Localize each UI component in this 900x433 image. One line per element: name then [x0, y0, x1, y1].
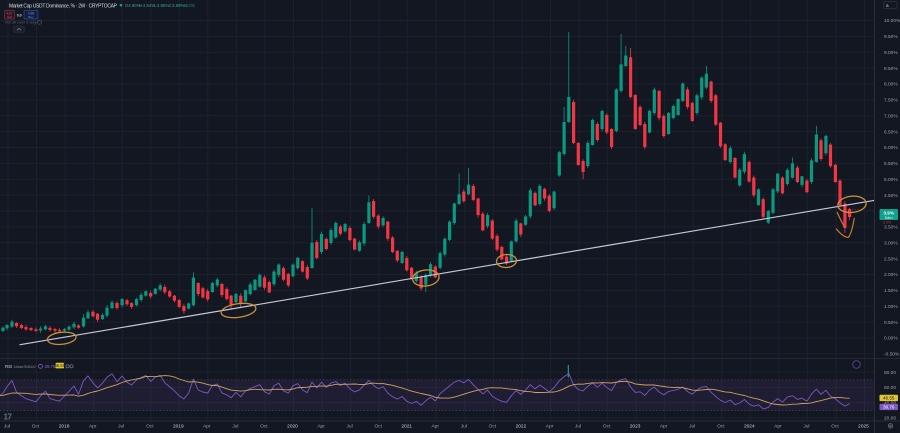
svg-text:7.50%: 7.50% — [884, 98, 898, 104]
svg-text:2024: 2024 — [744, 423, 755, 429]
svg-text:RSI: RSI — [5, 364, 12, 369]
svg-text:7.00%: 7.00% — [884, 114, 898, 120]
svg-text:Buy: Buy — [28, 15, 34, 19]
svg-text:2022: 2022 — [516, 423, 527, 429]
svg-text:54m: 54m — [885, 215, 893, 220]
svg-text:O: O — [125, 3, 129, 8]
svg-text:0.50%: 0.50% — [884, 320, 898, 326]
svg-text:9.00%: 9.00% — [884, 50, 898, 56]
svg-text:Oct: Oct — [32, 423, 40, 429]
svg-text:H: H — [139, 3, 142, 8]
svg-text:Apr: Apr — [431, 423, 439, 429]
svg-text:L: L — [154, 3, 157, 8]
svg-text:3.89%: 3.89% — [172, 3, 185, 8]
svg-text:2023: 2023 — [630, 423, 641, 429]
svg-text:3.00%: 3.00% — [884, 240, 898, 246]
svg-text:3.9%: 3.9% — [883, 220, 892, 224]
svg-text:2019: 2019 — [173, 423, 184, 429]
svg-text:Vol 30 over 0 avg: Vol 30 over 0 avg — [5, 20, 36, 25]
svg-text:Jul: Jul — [803, 423, 809, 429]
svg-text:2020: 2020 — [287, 423, 298, 429]
svg-text:0.00%: 0.00% — [884, 336, 898, 342]
svg-text:6.00%: 6.00% — [884, 145, 898, 151]
svg-text:39.76: 39.76 — [45, 364, 57, 369]
svg-text:2021: 2021 — [401, 423, 412, 429]
svg-text:Jul: Jul — [689, 423, 695, 429]
svg-text:20.00: 20.00 — [884, 416, 896, 422]
svg-text:Apr: Apr — [546, 423, 554, 429]
svg-text:5.00%: 5.00% — [884, 177, 898, 183]
svg-text:8.00%: 8.00% — [884, 82, 898, 88]
svg-text:2.50%: 2.50% — [884, 256, 898, 262]
svg-text:2025: 2025 — [858, 423, 869, 429]
svg-text:3.9%: 3.9% — [883, 210, 893, 215]
svg-text:80.00: 80.00 — [884, 370, 896, 376]
svg-text:46.55: 46.55 — [54, 363, 65, 368]
svg-text:60.00: 60.00 — [884, 385, 896, 391]
svg-text:3.50%: 3.50% — [884, 225, 898, 231]
svg-text:Oct: Oct — [146, 423, 154, 429]
svg-text:4.90%: 4.90% — [128, 3, 141, 8]
svg-text:Sell: Sell — [7, 15, 12, 19]
svg-text:1.50%: 1.50% — [884, 288, 898, 294]
svg-text:Jul: Jul — [575, 423, 581, 429]
svg-text:0.0: 0.0 — [17, 14, 22, 18]
svg-text:Jul: Jul — [347, 423, 353, 429]
svg-text:Jul: Jul — [461, 423, 467, 429]
svg-text:4.50%: 4.50% — [884, 193, 898, 199]
svg-text:Jul: Jul — [118, 423, 124, 429]
svg-text:Apr: Apr — [774, 423, 782, 429]
svg-text:6.50%: 6.50% — [884, 129, 898, 135]
svg-text:a: a — [886, 3, 889, 8]
svg-text:4.94%: 4.94% — [143, 3, 156, 8]
svg-text:2.00%: 2.00% — [884, 272, 898, 278]
svg-text:2018: 2018 — [59, 423, 70, 429]
svg-text:Oct: Oct — [717, 423, 725, 429]
svg-text:Market Cap USDT Dominance, % ·: Market Cap USDT Dominance, % · 2W · CRYP… — [9, 3, 118, 9]
svg-text:Oct: Oct — [374, 423, 382, 429]
svg-text:5.50%: 5.50% — [884, 161, 898, 167]
svg-text:Oct: Oct — [831, 423, 839, 429]
svg-text:46.55: 46.55 — [883, 396, 895, 401]
svg-text:Jul: Jul — [4, 423, 10, 429]
svg-text:Oct: Oct — [489, 423, 497, 429]
svg-text:10.00%: 10.00% — [884, 18, 900, 24]
svg-text:Apr: Apr — [317, 423, 325, 429]
svg-text:Jul: Jul — [232, 423, 238, 429]
svg-text:8.50%: 8.50% — [884, 66, 898, 72]
svg-text:Apr: Apr — [660, 423, 668, 429]
svg-text:4.88: 4.88 — [28, 11, 35, 15]
svg-text:14 close SMA 14 2: 14 close SMA 14 2 — [14, 364, 37, 369]
svg-text:1.00%: 1.00% — [884, 304, 898, 310]
svg-text:17: 17 — [4, 413, 13, 422]
svg-text:4.87: 4.87 — [6, 11, 13, 15]
svg-text:-0.50%: -0.50% — [884, 352, 900, 358]
svg-text:40.00: 40.00 — [884, 400, 896, 406]
svg-text:Apr: Apr — [203, 423, 211, 429]
svg-text:−0.83 (−17.5%): −0.83 (−17.5%) — [183, 3, 195, 8]
svg-text:3.80%: 3.80% — [157, 3, 170, 8]
svg-text:C: C — [169, 3, 172, 8]
svg-text:Oct: Oct — [603, 423, 611, 429]
svg-text:Oct: Oct — [260, 423, 268, 429]
svg-text:Apr: Apr — [89, 423, 97, 429]
svg-text:39.76: 39.76 — [883, 405, 895, 410]
svg-text:9.50%: 9.50% — [884, 34, 898, 40]
